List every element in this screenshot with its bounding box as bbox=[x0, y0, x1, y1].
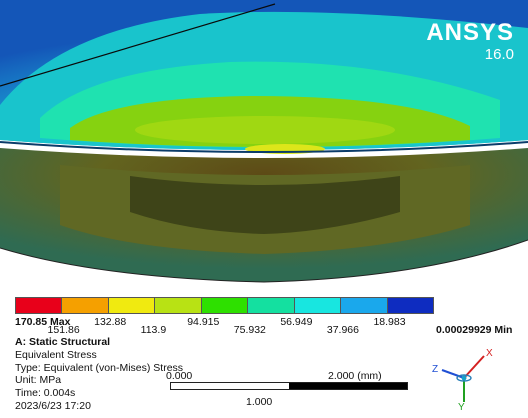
legend-level-label: 75.932 bbox=[233, 324, 266, 336]
interface-line bbox=[0, 141, 528, 153]
legend-level-label: 56.949 bbox=[280, 316, 313, 328]
scale-label-start: 0.000 bbox=[166, 370, 193, 382]
legend-swatch bbox=[155, 298, 202, 313]
scale-segment-light bbox=[171, 383, 289, 389]
legend-level-label: 151.86 bbox=[47, 324, 80, 336]
ansys-logo: ANSYS 16.0 bbox=[426, 20, 514, 63]
legend-level-label: 113.9 bbox=[140, 324, 167, 336]
result-time: Time: 0.004s bbox=[15, 387, 76, 400]
coordinate-triad-icon[interactable]: X Y Z bbox=[428, 344, 498, 410]
result-unit: Unit: MPa bbox=[15, 374, 62, 387]
brand-name: ANSYS bbox=[426, 19, 514, 46]
scale-segment-dark bbox=[289, 383, 407, 389]
inner-green-ring bbox=[135, 116, 395, 144]
triad-y-label: Y bbox=[458, 402, 465, 410]
legend-swatch bbox=[248, 298, 295, 313]
legend-swatch bbox=[294, 298, 342, 313]
legend-level-label: 94.915 bbox=[187, 316, 220, 328]
result-type: Type: Equivalent (von-Mises) Stress bbox=[15, 361, 184, 374]
result-date: 2023/6/23 17:20 bbox=[15, 399, 91, 412]
result-info: A: Static Structural Equivalent Stress T… bbox=[15, 336, 183, 413]
legend-swatch bbox=[16, 298, 63, 313]
legend-swatch bbox=[341, 298, 388, 313]
legend-level-label: 132.88 bbox=[94, 316, 127, 328]
scale-label-end: 2.000 (mm) bbox=[328, 370, 382, 382]
legend-min-label: 0.00029929 Min bbox=[436, 324, 513, 336]
legend-max-label: 170.85 Max bbox=[15, 316, 71, 328]
triad-x-label: X bbox=[486, 348, 493, 359]
edge-line bbox=[0, 3, 276, 87]
contour-legend-bar bbox=[15, 297, 434, 314]
scale-label-mid: 1.000 bbox=[246, 396, 273, 408]
legend-swatch bbox=[201, 298, 249, 313]
legend-level-label: 37.966 bbox=[326, 324, 359, 336]
lower-core bbox=[130, 176, 400, 234]
analysis-title: A: Static Structural bbox=[15, 336, 111, 348]
brand-version: 16.0 bbox=[484, 46, 514, 63]
result-name: Equivalent Stress bbox=[15, 348, 97, 361]
triad-z-label: Z bbox=[432, 364, 438, 375]
lower-outline bbox=[0, 239, 528, 283]
legend-level-label: 18.983 bbox=[373, 316, 406, 328]
scale-bar bbox=[170, 382, 408, 390]
legend-swatch bbox=[387, 298, 433, 313]
legend-swatch bbox=[62, 298, 109, 313]
legend-swatch bbox=[108, 298, 156, 313]
